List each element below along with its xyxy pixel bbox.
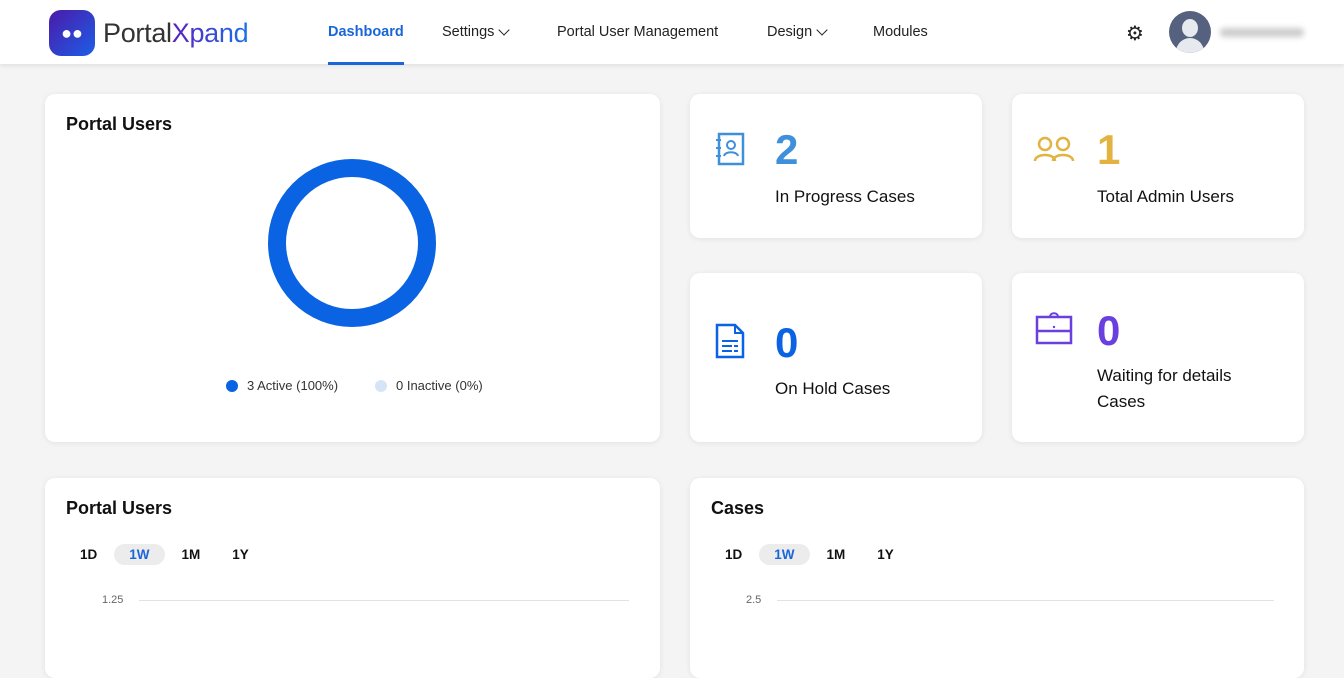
portal-users-chart-card: Portal Users 1D 1W 1M 1Y 1.25 bbox=[45, 478, 660, 678]
range-tabs: 1D 1W 1M 1Y bbox=[710, 544, 911, 565]
logo-users-icon: ●● bbox=[49, 10, 95, 56]
range-1y[interactable]: 1Y bbox=[232, 547, 249, 562]
nav-portal-user-management[interactable]: Portal User Management bbox=[557, 24, 719, 40]
range-1w[interactable]: 1W bbox=[114, 544, 165, 565]
y-tick-label: 1.25 bbox=[102, 594, 124, 606]
chevron-down-icon bbox=[816, 23, 828, 36]
top-nav: ●● PortalXpand Dashboard Settings Portal… bbox=[0, 0, 1344, 65]
range-1d[interactable]: 1D bbox=[80, 547, 98, 562]
contact-book-icon bbox=[716, 132, 745, 166]
briefcase-icon bbox=[1035, 312, 1073, 345]
gear-icon[interactable]: ⚙ bbox=[1126, 23, 1144, 45]
card-title: Portal Users bbox=[66, 114, 173, 134]
stat-label: In Progress Cases bbox=[775, 187, 915, 206]
stat-total-admin-users[interactable]: 1 Total Admin Users bbox=[1012, 94, 1304, 238]
range-1m[interactable]: 1M bbox=[826, 547, 846, 562]
nav-design[interactable]: Design bbox=[767, 0, 828, 64]
gridline bbox=[777, 600, 1274, 601]
stat-value: 0 bbox=[1097, 307, 1121, 354]
stat-value: 2 bbox=[775, 126, 799, 173]
range-1y[interactable]: 1Y bbox=[877, 547, 894, 562]
stat-label: Waiting for details Cases bbox=[1097, 366, 1232, 411]
stat-in-progress[interactable]: 2 In Progress Cases bbox=[690, 94, 982, 238]
legend-inactive[interactable]: 0 Inactive (0%) bbox=[375, 378, 483, 393]
stat-label: On Hold Cases bbox=[775, 379, 891, 398]
nav-modules[interactable]: Modules bbox=[873, 24, 928, 40]
gridline bbox=[139, 600, 629, 601]
stat-on-hold[interactable]: 0 On Hold Cases bbox=[690, 273, 982, 442]
range-1d[interactable]: 1D bbox=[725, 547, 743, 562]
donut-active-slice[interactable] bbox=[268, 159, 436, 327]
brand-logo[interactable]: ●● PortalXpand bbox=[49, 10, 249, 56]
card-title: Portal Users bbox=[66, 498, 173, 518]
card-title: Cases bbox=[711, 498, 765, 518]
users-icon bbox=[1033, 136, 1075, 162]
nav-dashboard[interactable]: Dashboard bbox=[328, 0, 404, 65]
stat-label: Total Admin Users bbox=[1097, 187, 1234, 206]
range-1m[interactable]: 1M bbox=[181, 547, 201, 562]
range-1w[interactable]: 1W bbox=[759, 544, 810, 565]
cases-chart-card: Cases 1D 1W 1M 1Y 2.5 bbox=[690, 478, 1304, 678]
chevron-down-icon bbox=[498, 23, 511, 36]
nav-settings[interactable]: Settings bbox=[442, 0, 511, 64]
y-tick-label: 2.5 bbox=[746, 594, 762, 606]
avatar[interactable] bbox=[1169, 11, 1211, 53]
stat-value: 1 bbox=[1097, 126, 1121, 173]
portal-users-donut-card: Portal Users 3 Active (100%) 0 Inactive … bbox=[45, 94, 660, 442]
document-icon bbox=[715, 323, 745, 359]
range-tabs: 1D 1W 1M 1Y bbox=[65, 544, 266, 565]
stat-value: 0 bbox=[775, 319, 799, 366]
brand-name: PortalXpand bbox=[103, 17, 249, 48]
stat-waiting-for-details[interactable]: 0 Waiting for details Cases bbox=[1012, 273, 1304, 442]
legend-active[interactable]: 3 Active (100%) bbox=[226, 378, 338, 393]
user-name-blurred[interactable] bbox=[1220, 28, 1304, 37]
